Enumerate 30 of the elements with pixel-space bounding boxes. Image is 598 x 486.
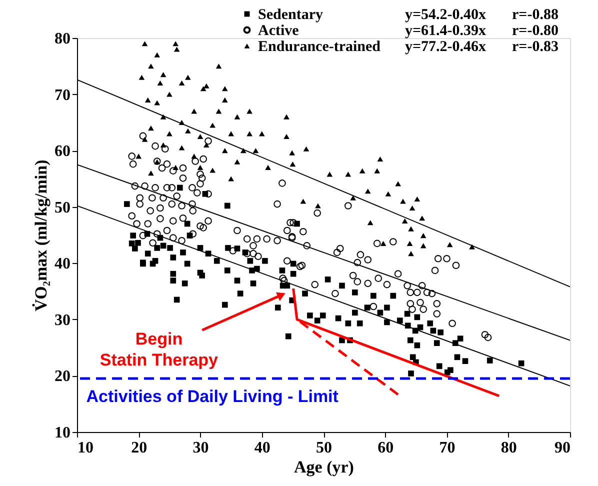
x-tick-label: 20 <box>131 440 148 456</box>
x-tick-label: 10 <box>78 440 94 456</box>
y-axis-title: V̇O₂max (ml/kg/min) <box>32 160 50 312</box>
x-tick-label: 50 <box>316 440 332 456</box>
x-tick-label: 70 <box>439 440 456 456</box>
annotation: Begin Statin Therapy <box>100 330 219 370</box>
x-tick-label: 30 <box>192 440 209 456</box>
y-tick-label: 40 <box>54 256 70 273</box>
legend-label: Sedentary <box>258 7 324 23</box>
x-tick-label: 90 <box>554 440 570 456</box>
annotation: y=61.4-0.39x <box>405 23 487 39</box>
y-tick-label: 20 <box>54 368 70 386</box>
y-tick-label: 30 <box>54 312 70 329</box>
text: r=-0.88 <box>512 7 558 23</box>
x-tick-label: 60 <box>378 440 394 456</box>
y-tick-label: 70 <box>54 86 70 104</box>
text: y=54.2-0.40x <box>405 7 487 23</box>
x-tick-label: 80 <box>500 440 517 456</box>
y-tick-label: 60 <box>54 143 70 160</box>
y-tick-label: 50 <box>54 199 70 216</box>
annotation: r=-0.80 <box>512 23 558 39</box>
annotation: y=77.2-0.46x <box>405 39 487 55</box>
y-tick-label: 80 <box>54 30 70 48</box>
annotation: r=-0.83 <box>512 39 558 55</box>
legend-label: Active <box>258 23 300 39</box>
ref-line-label: Activities of Daily Living - Limit <box>86 387 339 406</box>
legend-label: Endurance-trained <box>258 39 382 55</box>
x-axis-title: Age (yr) <box>294 458 354 476</box>
y-tick-label: 10 <box>54 424 70 442</box>
x-tick-label: 40 <box>254 440 270 456</box>
